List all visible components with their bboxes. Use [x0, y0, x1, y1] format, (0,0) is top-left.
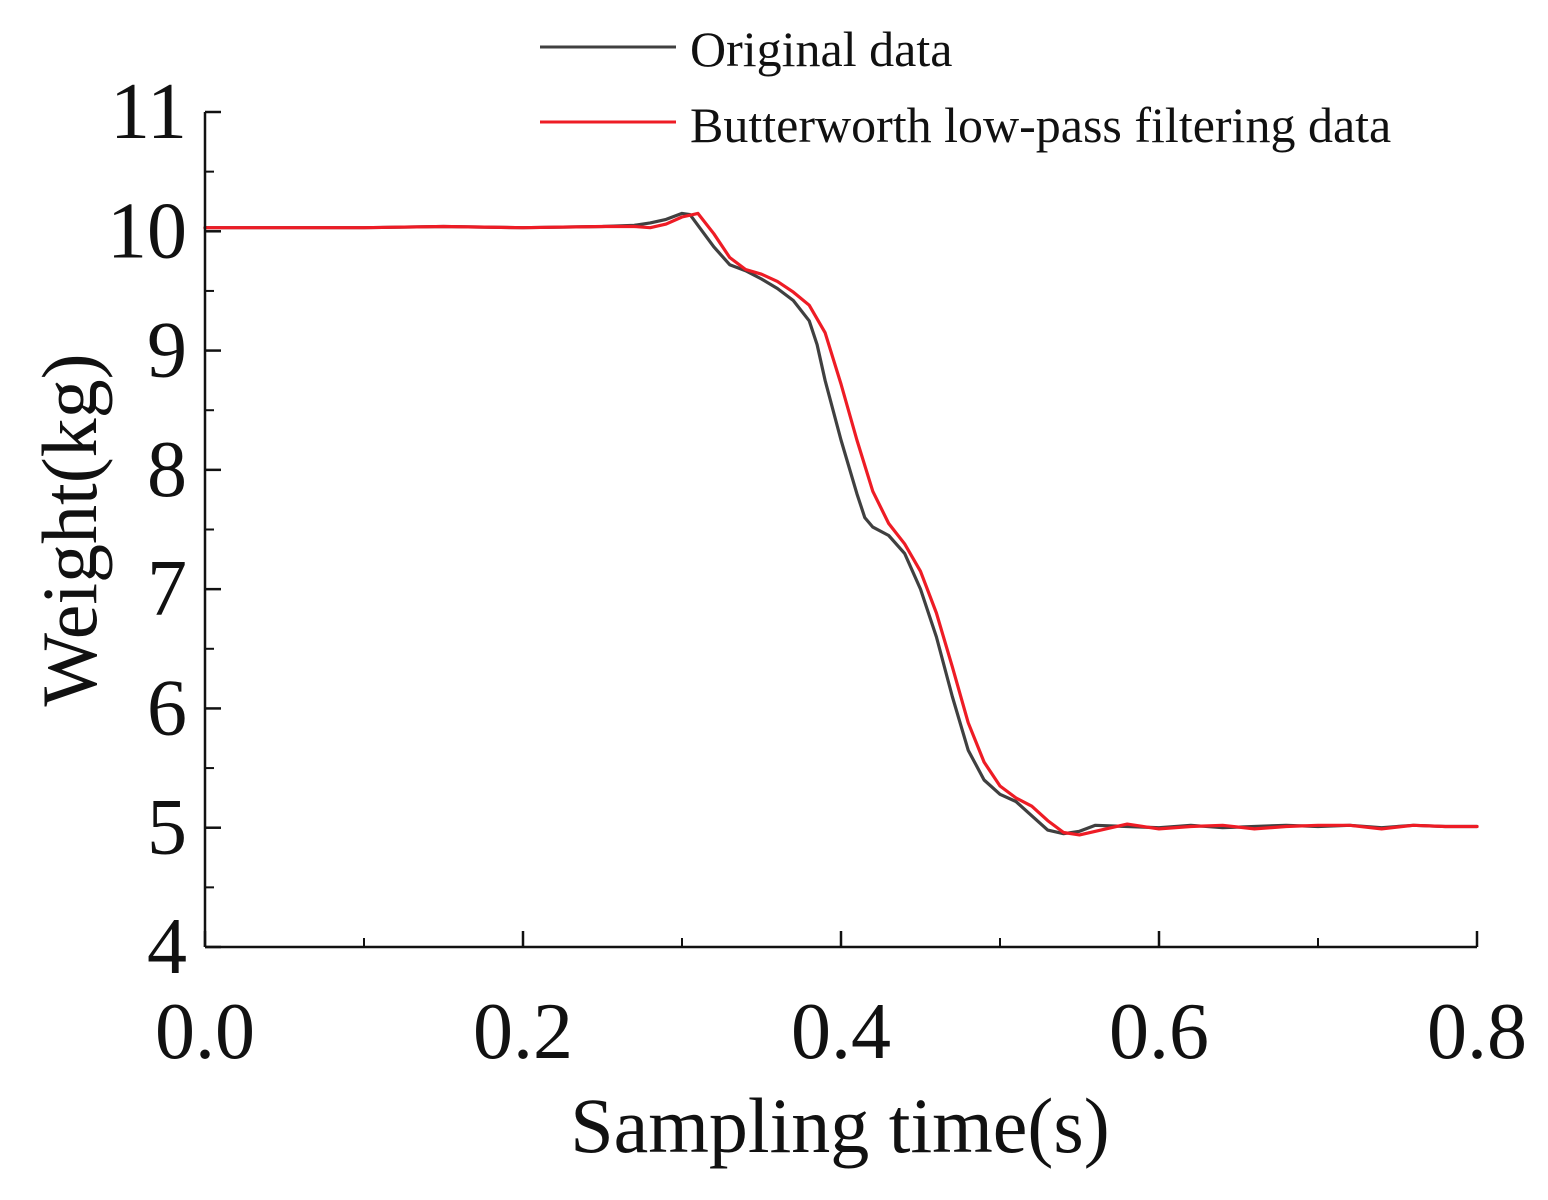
y-tick-label: 6 — [147, 664, 187, 752]
legend: Original data Butterworth low-pass filte… — [540, 21, 1391, 153]
y-tick-label: 4 — [147, 903, 187, 991]
y-tick-label: 5 — [147, 784, 187, 872]
y-tick-label: 8 — [147, 426, 187, 514]
tick-layer: 4 5 6 7 8 9 10 11 0.0 0.2 0.4 0.6 0.8 — [107, 68, 1527, 1076]
legend-label-butterworth: Butterworth low-pass filtering data — [690, 97, 1391, 153]
series-layer — [203, 211, 1479, 837]
x-tick-label: 0.0 — [155, 988, 255, 1076]
x-tick-label: 0.4 — [791, 988, 891, 1076]
y-tick-label: 9 — [147, 307, 187, 395]
x-tick-label: 0.8 — [1427, 988, 1527, 1076]
x-tick-label: 0.2 — [473, 988, 573, 1076]
x-tick-label: 0.6 — [1109, 988, 1209, 1076]
series-line-butterworth — [203, 211, 1479, 837]
y-axis-title: Weight(kg) — [26, 353, 113, 706]
y-tick-label: 10 — [107, 187, 187, 275]
y-tick-label: 11 — [110, 68, 187, 156]
x-axis-title: Sampling time(s) — [570, 1082, 1109, 1169]
series-line-original — [203, 211, 1479, 836]
legend-label-original: Original data — [690, 21, 952, 77]
y-tick-label: 7 — [147, 545, 187, 633]
